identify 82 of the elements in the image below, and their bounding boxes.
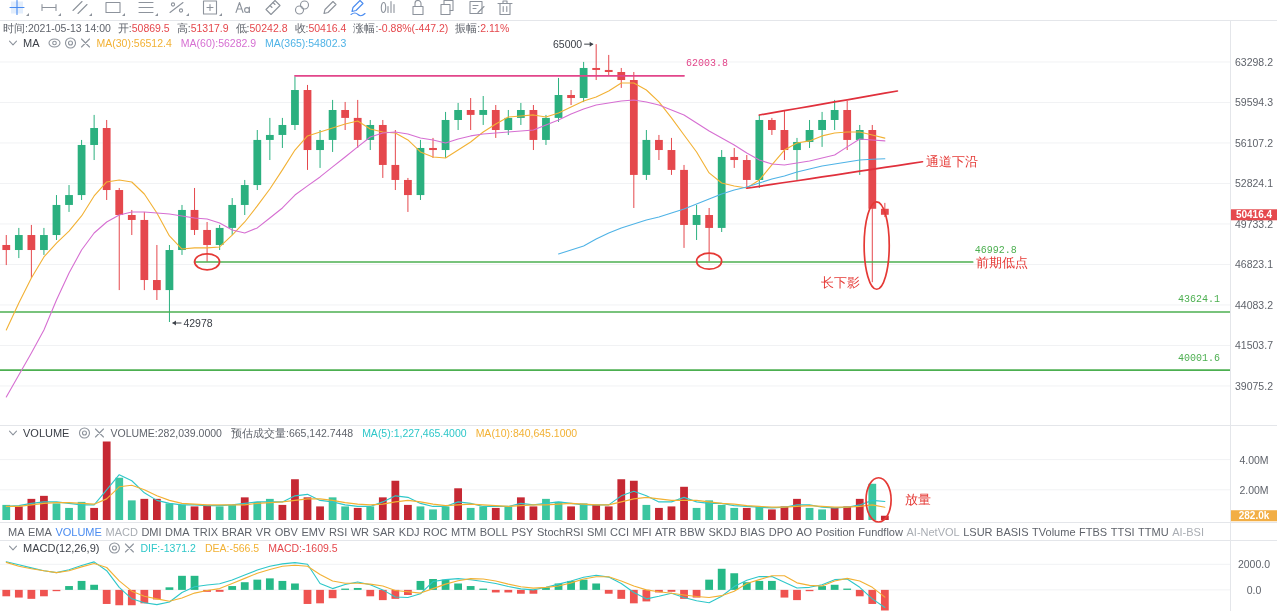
tick-label: 46823.1 [1235,258,1273,271]
tick-label: 63298.2 [1235,55,1273,68]
info: 开:50869.5 [117,22,170,34]
legend-item: 预估成交量:665,142.7448 [230,427,354,439]
tab-label: MFI [632,525,652,538]
tab-label: EMA [28,525,52,538]
info: 收:50416.4 [294,22,347,34]
tab-label: VR [255,525,272,538]
legend-item: MA(365):54802.3 [265,37,347,49]
tab-label: BRAR [221,525,253,538]
line-name: 前期低点 [975,254,1028,270]
tab-label: TVolume [1032,525,1076,538]
value-label: 65000 [552,38,583,51]
tab-label: TRIX [193,525,219,538]
tab-label: MACD [105,525,138,538]
tab-label: MA [8,525,25,538]
info: 涨幅:-0.88%(-447.2) [353,22,449,34]
legend-title: MA [23,37,40,49]
line-label: 62003.8 [686,58,729,70]
tab-label: ATR [655,525,677,538]
tick-label: 56107.2 [1235,136,1273,149]
legend-item: MA(5):1,227,465.4000 [362,427,467,439]
tab-label: BIAS [740,525,766,538]
tick-label: 2000.0 [1237,558,1271,571]
tab-label: SAR [372,525,396,538]
tab-label: Fundflow [858,525,903,538]
tab-label: LSUR [963,525,993,538]
legend-item: DIF:-1371.2 [140,542,196,554]
ref-line-label: 43624.1 [1178,294,1220,306]
tab-label: TTSI [1110,525,1135,538]
tab-label: VOLUME [55,525,102,538]
tab-label: DPO [768,525,793,538]
tab-label: KDJ [398,525,420,538]
ref-line-label: 40001.6 [1178,352,1220,364]
tab-label: StochRSI [537,525,584,538]
tab-label: OBV [274,525,298,538]
legend-title: MACD(12,26,9) [23,542,100,554]
tab-label: AO [796,525,813,538]
line-label: 46992.8 [974,244,1017,256]
info: 时间:2021-05-13 14:00 [3,22,111,34]
line-name: 通道下沿 [925,154,978,170]
legend-item: MA(60):56282.9 [180,37,257,49]
tab-label: DMI [141,525,162,538]
value-label: 42978 [183,317,213,329]
legend-item: MA(10):840,645.1000 [475,427,578,439]
tick-label: 4.00M [1239,453,1269,466]
tab-label: BBW [679,525,705,538]
tick-label: 41503.7 [1235,339,1273,352]
tick-label: 52824.1 [1235,177,1273,190]
tab-label: EMV [301,525,326,538]
info: 振幅:2.11% [455,22,510,34]
info: 低:50242.8 [235,22,288,34]
tab-label: CCI [610,525,630,538]
tab-label: SKDJ [708,525,737,538]
tab-label: AI-NetVOL [906,525,960,538]
legend-item: VOLUME:282,039.0000 [110,427,222,439]
info: 高:51317.9 [176,22,229,34]
legend-item: MACD:-1609.5 [268,542,338,554]
tab-label: WR [350,525,370,538]
tab-label: AI-BSI [1172,525,1204,538]
legend-title: VOLUME [23,427,70,439]
tab-label: SMI [587,525,607,538]
tab-label: FTBS [1079,525,1108,538]
tab-label: TTMU [1138,525,1169,538]
tab-label: Position [815,525,855,538]
note: 放量 [904,492,931,508]
tab-label: BOLL [479,525,508,538]
tab-label: ROC [423,525,448,538]
tab-label: BASIS [996,525,1029,538]
note: 长下影 [821,274,861,290]
legend-item: DEA:-566.5 [204,542,260,554]
legend-item: MA(30):56512.4 [96,37,172,49]
tick-label: 44083.2 [1235,298,1273,311]
tick-label: 0.0 [1246,583,1262,596]
tab-label: DMA [165,525,190,538]
tab-label: RSI [328,525,348,538]
tick-label: 59594.3 [1235,96,1273,109]
tab-label: PSY [511,525,534,538]
tab-label: MTM [451,525,477,538]
tick-label: 39075.2 [1235,379,1273,392]
tick-label: 2.00M [1239,483,1269,496]
axis-tag-label: 282.0k [1238,510,1270,522]
